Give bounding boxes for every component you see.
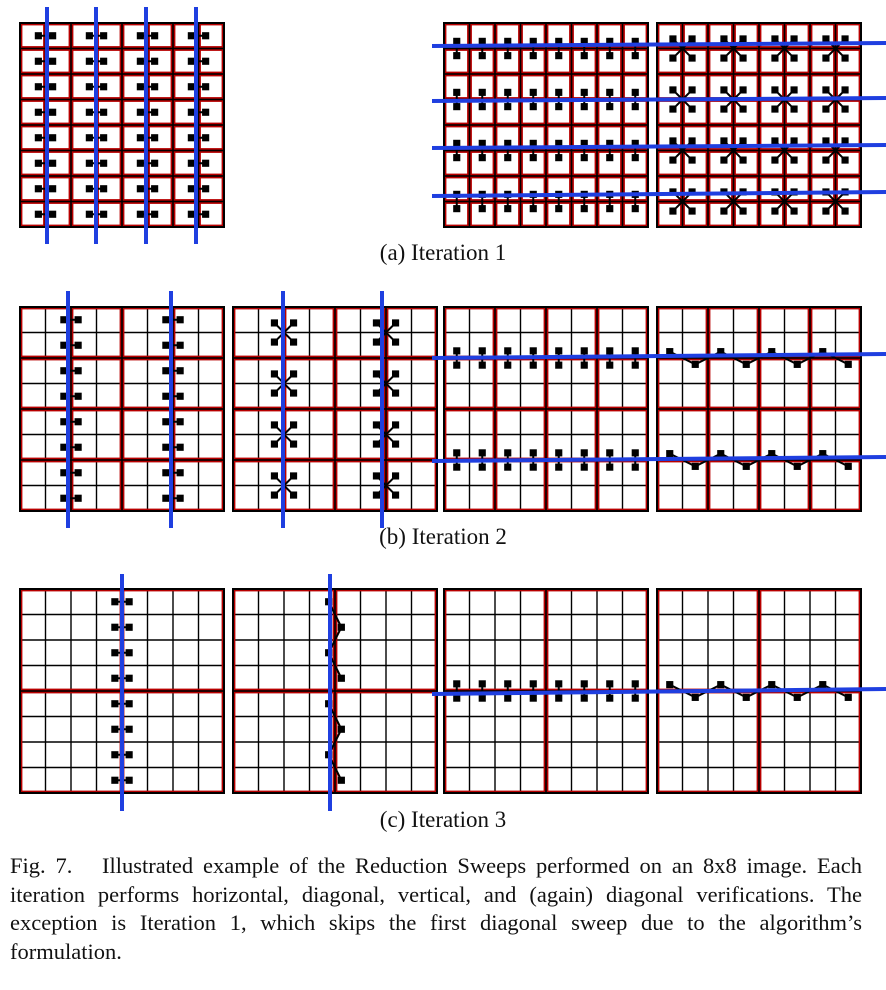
subcaption-c: (c) Iteration 3 [379, 807, 507, 832]
grid-b1 [19, 306, 225, 512]
sweep-a3-2 [431, 143, 886, 150]
grid-c2 [232, 588, 438, 794]
grid-b2 [232, 306, 438, 512]
reduction-sweeps-figure [19, 7, 886, 811]
figure-caption: Fig. 7. Illustrated example of the Reduc… [10, 852, 862, 966]
sweep-a3-1 [431, 96, 886, 103]
subcaption-b: (b) Iteration 2 [379, 524, 507, 549]
sweep-b3-0 [431, 352, 886, 360]
caption-label: Fig. 7. [10, 853, 73, 878]
grid-b4 [656, 306, 862, 512]
caption-text: Illustrated example of the Reduction Swe… [10, 853, 863, 964]
grid-a4 [656, 22, 862, 228]
sweep-c3 [431, 687, 886, 696]
sweep-a3-3 [431, 190, 886, 198]
sweep-a3-0 [431, 41, 886, 48]
subcaption-a: (a) Iteration 1 [379, 240, 507, 265]
grid-b3 [443, 306, 649, 512]
sweep-b3-1 [431, 455, 886, 463]
grid-a1 [19, 22, 225, 228]
